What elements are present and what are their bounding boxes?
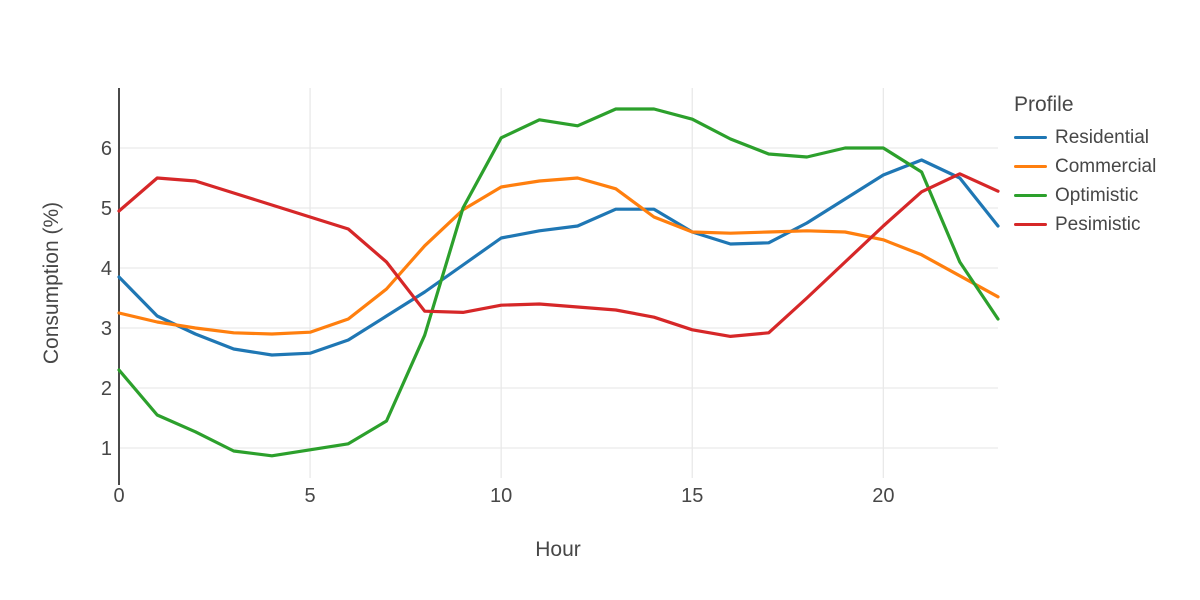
y-tick-labels: 1 2 3 4 5 6: [101, 138, 112, 460]
x-tick-label: 10: [490, 485, 512, 507]
legend-item-commercial[interactable]: Commercial: [1014, 152, 1156, 181]
series-line-pesimistic: [117, 172, 1000, 338]
gridlines: [119, 88, 998, 478]
x-tick-label: 15: [681, 485, 703, 507]
legend-item-optimistic[interactable]: Optimistic: [1014, 181, 1156, 210]
legend-item-label: Pesimistic: [1055, 213, 1141, 235]
y-tick-label: 1: [101, 438, 112, 460]
x-tick-label: 20: [872, 485, 894, 507]
legend-item-label: Residential: [1055, 126, 1149, 148]
legend-title: Profile: [1014, 93, 1074, 116]
legend-line-swatch: [1014, 222, 1047, 227]
x-tick-label: 0: [113, 485, 124, 507]
x-tick-label: 5: [305, 485, 316, 507]
y-tick-label: 4: [101, 258, 112, 280]
legend-line-swatch: [1014, 164, 1047, 169]
legend-item-pesimistic[interactable]: Pesimistic: [1014, 210, 1156, 239]
series-line-commercial: [117, 176, 1000, 336]
y-tick-label: 5: [101, 198, 112, 220]
x-tick-labels: 0 5 10 15 20: [113, 485, 894, 507]
series-line-optimistic: [117, 107, 1000, 458]
legend-item-label: Optimistic: [1055, 184, 1139, 206]
y-tick-label: 3: [101, 318, 112, 340]
legend: Profile Residential Commercial Optimistic P…: [1014, 93, 1156, 239]
series-line-residential: [117, 158, 1000, 357]
legend-items: Residential Commercial Optimistic Pesimisti…: [1014, 123, 1156, 239]
y-tick-label: 6: [101, 138, 112, 160]
legend-item-residential[interactable]: Residential: [1014, 123, 1156, 152]
legend-item-label: Commercial: [1055, 155, 1157, 177]
legend-line-swatch: [1014, 135, 1047, 140]
series-lines: [117, 107, 1000, 458]
x-axis-title: Hour: [535, 538, 581, 561]
legend-line-swatch: [1014, 193, 1047, 198]
y-axis-title: Consumption (%): [40, 202, 63, 364]
y-tick-label: 2: [101, 378, 112, 400]
